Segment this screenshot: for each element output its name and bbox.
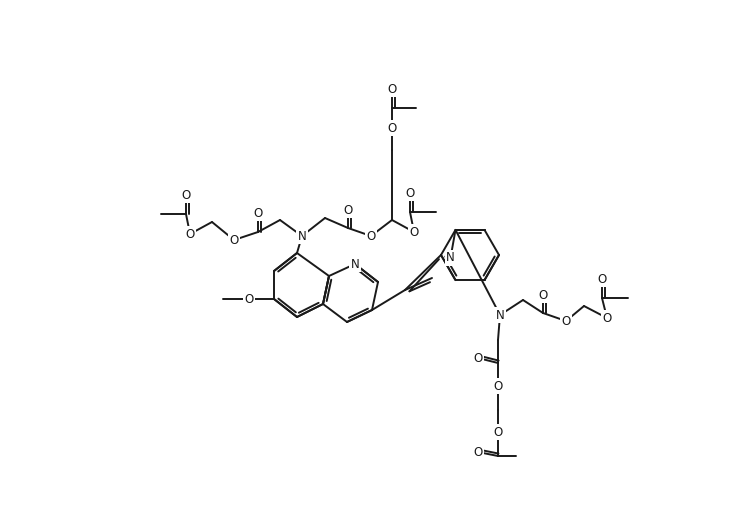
Text: O: O bbox=[244, 293, 254, 306]
Text: N: N bbox=[297, 229, 306, 242]
Text: O: O bbox=[538, 289, 548, 301]
Text: O: O bbox=[493, 425, 503, 439]
Text: O: O bbox=[493, 380, 503, 393]
Text: O: O bbox=[344, 204, 352, 217]
Text: O: O bbox=[597, 272, 606, 285]
Text: N: N bbox=[446, 251, 455, 264]
Text: O: O bbox=[603, 311, 611, 324]
Text: O: O bbox=[473, 352, 483, 365]
Text: O: O bbox=[473, 445, 483, 458]
Text: O: O bbox=[253, 207, 263, 220]
Text: O: O bbox=[410, 225, 418, 238]
Text: O: O bbox=[562, 314, 570, 327]
Text: O: O bbox=[405, 186, 415, 199]
Text: N: N bbox=[495, 309, 504, 322]
Text: O: O bbox=[388, 82, 396, 95]
Text: N: N bbox=[351, 257, 360, 270]
Text: O: O bbox=[181, 189, 191, 202]
Text: O: O bbox=[366, 229, 376, 242]
Text: O: O bbox=[186, 227, 195, 240]
Text: O: O bbox=[229, 234, 239, 247]
Text: O: O bbox=[388, 122, 396, 135]
